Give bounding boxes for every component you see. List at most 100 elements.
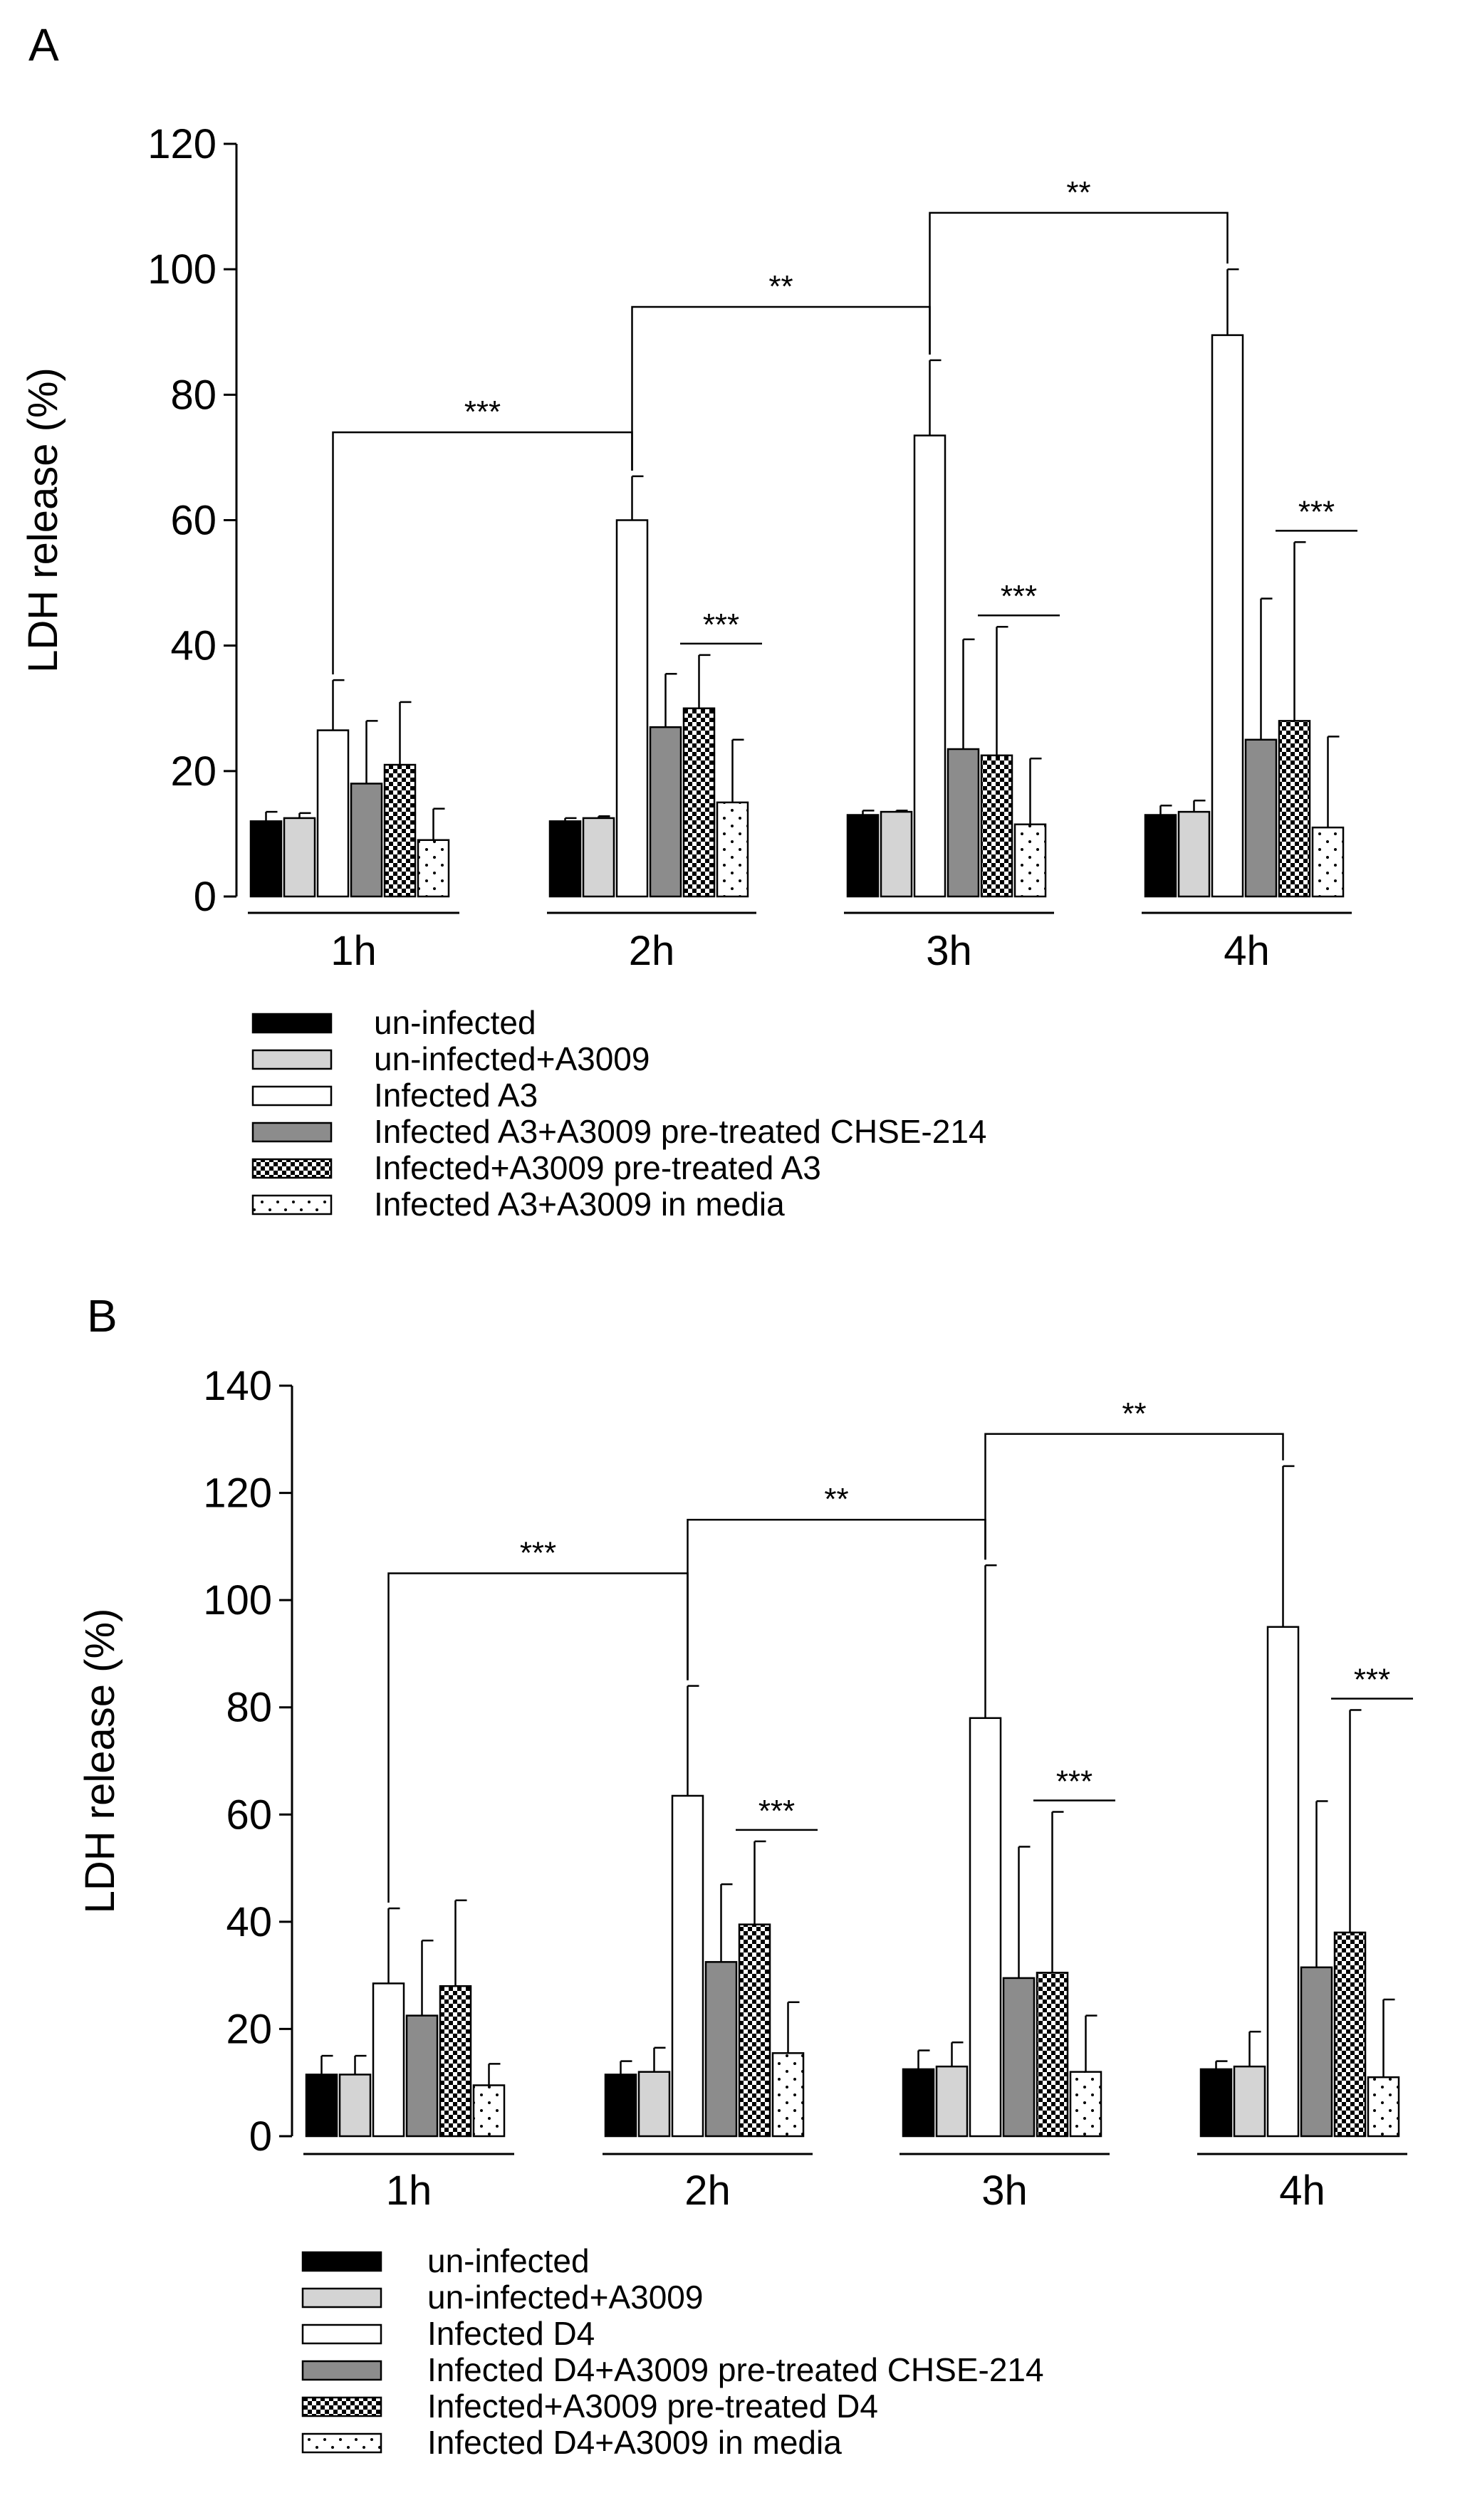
significance-label: *** bbox=[703, 607, 739, 642]
legend-swatch bbox=[251, 1122, 333, 1143]
legend-swatch bbox=[301, 2287, 382, 2309]
significance-label: ** bbox=[1122, 1396, 1146, 1431]
legend-label: Infected A3+A3009 pre-treated CHSE-214 bbox=[374, 1113, 987, 1150]
bar bbox=[1144, 814, 1177, 898]
bar bbox=[417, 839, 450, 898]
bar bbox=[1036, 1972, 1069, 2138]
legend-label: Infected D4 bbox=[427, 2315, 595, 2352]
legend-swatch bbox=[251, 1085, 333, 1107]
y-tick-label: 40 bbox=[170, 623, 217, 669]
bar bbox=[383, 763, 417, 898]
legend-label: un-infected+A3009 bbox=[374, 1040, 650, 1077]
significance-label: *** bbox=[1354, 1662, 1390, 1697]
bar bbox=[305, 2074, 338, 2138]
bar bbox=[1069, 2071, 1102, 2138]
bar bbox=[913, 434, 947, 898]
y-tick-label: 120 bbox=[147, 121, 217, 167]
bar bbox=[637, 2071, 671, 2138]
bar bbox=[716, 801, 749, 898]
bar bbox=[582, 817, 615, 898]
bar bbox=[249, 820, 283, 898]
bar bbox=[405, 2014, 439, 2138]
bar bbox=[771, 2052, 805, 2138]
panel-label: A bbox=[28, 19, 59, 70]
legend-label: Infected D4+A3009 pre-treated CHSE-214 bbox=[427, 2351, 1044, 2388]
significance-bracket bbox=[631, 305, 931, 471]
x-tick-label: 4h bbox=[1224, 928, 1270, 974]
bar bbox=[1177, 810, 1211, 898]
bar bbox=[738, 1923, 771, 2138]
y-tick-label: 100 bbox=[203, 1577, 272, 1624]
x-tick-label: 3h bbox=[926, 928, 972, 974]
bar bbox=[935, 2065, 969, 2138]
legend-swatch bbox=[301, 2396, 382, 2417]
y-tick-label: 20 bbox=[170, 748, 217, 795]
y-tick-label: 60 bbox=[170, 498, 217, 544]
bar bbox=[947, 748, 980, 898]
significance-label: *** bbox=[1298, 494, 1335, 529]
x-tick-label: 4h bbox=[1279, 2168, 1325, 2214]
bar bbox=[548, 820, 582, 898]
bar bbox=[1233, 2065, 1266, 2138]
y-axis-title: LDH release (%) bbox=[20, 367, 66, 673]
y-tick-label: 140 bbox=[203, 1363, 272, 1409]
significance-label: *** bbox=[758, 1794, 795, 1829]
legend-label: Infected A3 bbox=[374, 1077, 538, 1114]
y-tick-label: 0 bbox=[194, 874, 217, 920]
bar bbox=[283, 817, 316, 898]
bar bbox=[604, 2074, 637, 2138]
x-tick-label: 1h bbox=[330, 928, 377, 974]
legend-label: Infected+A3009 pre-treated A3 bbox=[374, 1149, 821, 1186]
bar bbox=[316, 729, 350, 898]
bar bbox=[350, 783, 383, 898]
y-axis-title: LDH release (%) bbox=[77, 1609, 123, 1914]
bar bbox=[615, 519, 649, 898]
bar bbox=[969, 1717, 1002, 2138]
significance-bracket bbox=[929, 211, 1229, 355]
bar bbox=[439, 1985, 472, 2138]
bar bbox=[1211, 334, 1244, 898]
legend-label: un-infected bbox=[427, 2242, 590, 2279]
panel-label: B bbox=[87, 1290, 118, 1342]
significance-label: *** bbox=[1001, 579, 1037, 614]
significance-label: *** bbox=[464, 394, 501, 429]
y-tick-label: 20 bbox=[226, 2006, 272, 2052]
y-tick-label: 80 bbox=[170, 372, 217, 418]
significance-bracket bbox=[332, 431, 633, 675]
bar bbox=[1244, 738, 1278, 898]
bar bbox=[372, 1982, 405, 2138]
bar bbox=[1300, 1966, 1333, 2138]
bar bbox=[1266, 1626, 1300, 2138]
bar bbox=[1013, 823, 1047, 898]
significance-bracket bbox=[387, 1572, 689, 1903]
legend-swatch bbox=[301, 2323, 382, 2345]
y-tick-label: 0 bbox=[249, 2113, 272, 2160]
significance-label: *** bbox=[520, 1536, 556, 1571]
bar bbox=[980, 754, 1013, 898]
y-tick-label: 80 bbox=[226, 1685, 272, 1731]
bar bbox=[338, 2074, 372, 2138]
bar bbox=[880, 810, 913, 898]
y-tick-label: 60 bbox=[226, 1792, 272, 1838]
legend-label: Infected+A3009 pre-treated D4 bbox=[427, 2388, 878, 2425]
bar bbox=[671, 1794, 704, 2138]
bar bbox=[1333, 1931, 1367, 2138]
y-tick-label: 120 bbox=[203, 1470, 272, 1517]
bar bbox=[1199, 2068, 1233, 2138]
panel-a: A 0 20 40 60 80 100 120 LDH release (%) 1h 2h 3h 4h *… bbox=[20, 19, 1357, 1223]
bar bbox=[902, 2068, 935, 2138]
legend-swatch bbox=[251, 1049, 333, 1070]
x-tick-label: 2h bbox=[684, 2168, 731, 2214]
bar bbox=[649, 726, 682, 898]
bar bbox=[1278, 720, 1311, 898]
bar bbox=[472, 2084, 506, 2138]
x-tick-label: 3h bbox=[981, 2168, 1028, 2214]
significance-label: ** bbox=[824, 1482, 848, 1517]
legend-swatch bbox=[251, 1013, 333, 1034]
legend-label: un-infected bbox=[374, 1004, 536, 1041]
y-tick-label: 100 bbox=[147, 246, 217, 293]
panel-b: B 0 20 40 60 80 100 120 140 LDH release (%) 1h 2h 3h… bbox=[77, 1290, 1413, 2461]
legend-swatch bbox=[251, 1194, 333, 1215]
bar bbox=[1002, 1977, 1036, 2138]
